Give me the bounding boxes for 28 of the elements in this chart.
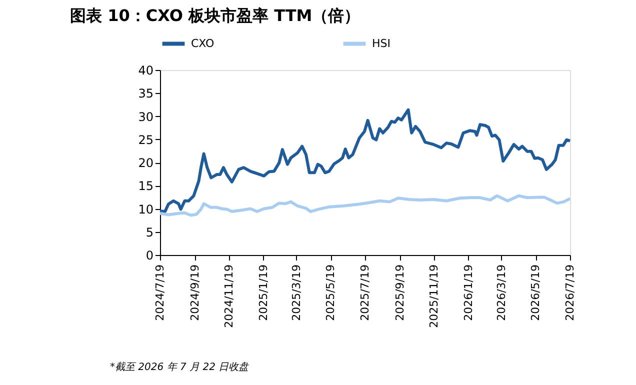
y-tick-label: 15 bbox=[138, 179, 154, 194]
chart-title: 图表 10：CXO 板块市盈率 TTM（倍） bbox=[70, 6, 360, 25]
y-tick-label: 25 bbox=[138, 132, 154, 147]
y-tick-label: 5 bbox=[146, 225, 154, 240]
legend-label: HSI bbox=[372, 36, 390, 50]
x-tick-label: 2024/7/19 bbox=[154, 264, 166, 321]
x-tick-label: 2026/3/19 bbox=[494, 264, 508, 321]
y-tick-label: 30 bbox=[138, 110, 154, 124]
x-tick-label: 2026/7/19 bbox=[564, 264, 576, 321]
x-tick-label: 2025/7/19 bbox=[358, 264, 372, 321]
x-tick-label: 2025/11/19 bbox=[428, 264, 441, 328]
x-tick-label: 2024/9/19 bbox=[188, 264, 202, 321]
legend-label: CXO bbox=[191, 36, 215, 50]
x-tick-label: 2024/11/19 bbox=[222, 264, 236, 328]
y-tick-label: 40 bbox=[138, 64, 154, 78]
x-tick-label: 2025/9/19 bbox=[393, 264, 406, 321]
x-tick-label: 2025/3/19 bbox=[290, 264, 303, 321]
y-tick-label: 35 bbox=[138, 86, 154, 101]
line-series bbox=[158, 194, 572, 217]
x-tick-label: 2025/1/19 bbox=[256, 264, 270, 321]
x-tick-label: 2026/5/19 bbox=[529, 264, 542, 321]
text: *截至 2026 年 7 月 22 日收盘 bbox=[110, 361, 250, 373]
line-series bbox=[158, 108, 572, 214]
y-tick-label: 10 bbox=[138, 202, 154, 216]
y-tick-label: 20 bbox=[138, 156, 154, 170]
x-tick-label: 2026/1/19 bbox=[462, 264, 475, 321]
x-tick-label: 2025/5/19 bbox=[324, 264, 338, 321]
y-tick-label: 0 bbox=[146, 248, 154, 262]
